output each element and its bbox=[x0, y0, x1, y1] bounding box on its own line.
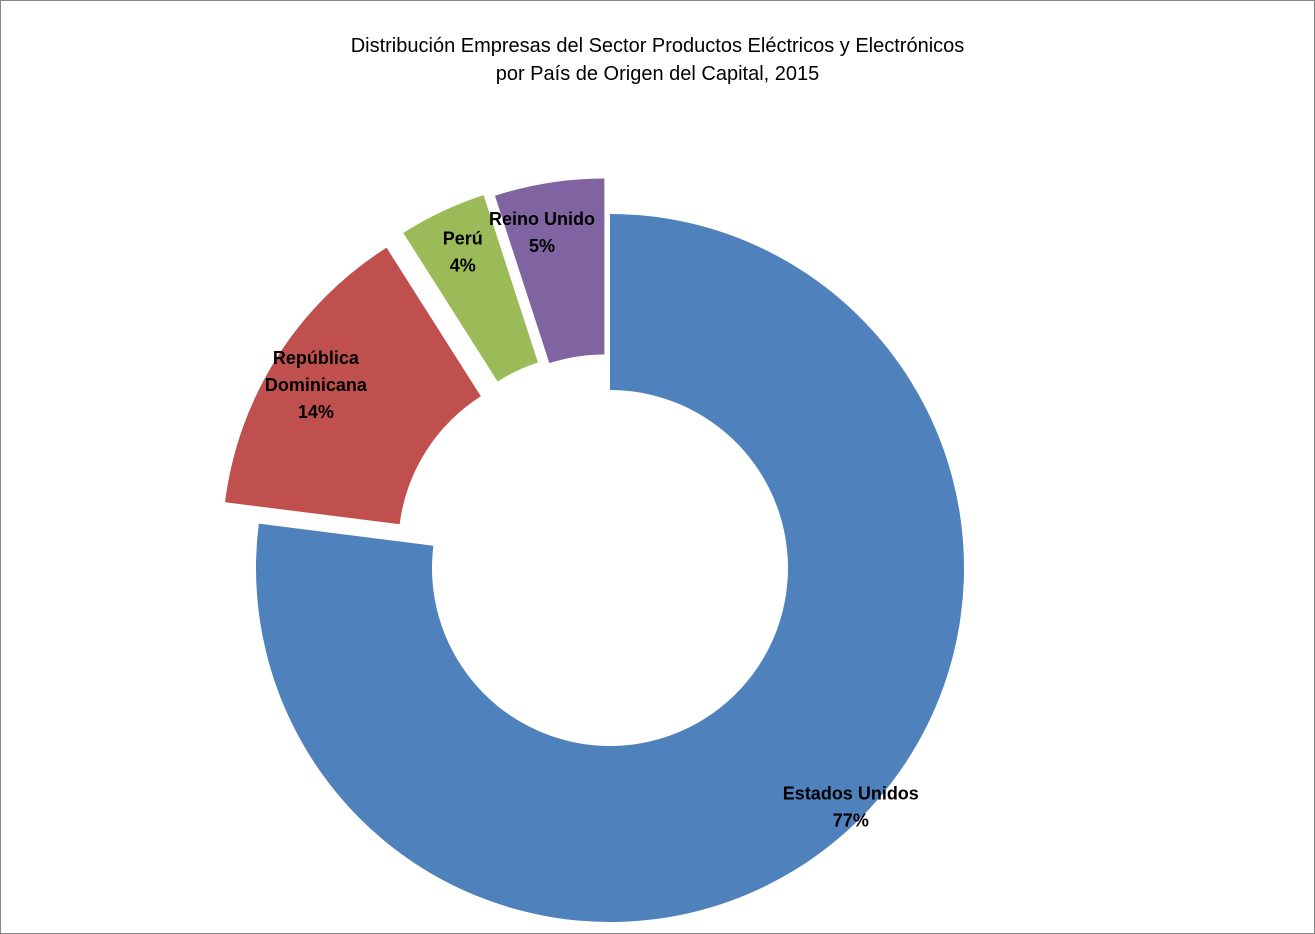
data-label-value: 4% bbox=[450, 256, 476, 276]
data-label-value: 14% bbox=[298, 402, 334, 422]
data-label-value: 5% bbox=[529, 236, 555, 256]
data-label-category: Estados Unidos bbox=[783, 784, 919, 804]
slice-estados-unidos bbox=[256, 214, 965, 922]
data-label-peru: Perú 4% bbox=[443, 229, 483, 276]
data-label-reino-unido: Reino Unido 5% bbox=[489, 209, 595, 256]
data-label-category: Perú bbox=[443, 229, 483, 249]
data-label-value: 77% bbox=[833, 811, 869, 831]
slices-group bbox=[225, 178, 965, 922]
data-label-category: República bbox=[273, 348, 360, 368]
data-label-category: Reino Unido bbox=[489, 209, 595, 229]
slice-peru bbox=[403, 195, 538, 382]
data-label-category: Dominicana bbox=[265, 375, 368, 395]
chart-title-line-1: Distribución Empresas del Sector Product… bbox=[350, 35, 965, 57]
slice-republica-dominicana bbox=[225, 247, 481, 525]
slice-reino-unido bbox=[494, 178, 605, 364]
data-label-estados-unidos: Estados Unidos 77% bbox=[783, 784, 919, 831]
chart-title-line-2: por País de Origen del Capital, 2015 bbox=[495, 63, 820, 85]
labels-group: Estados Unidos 77% República Dominicana 14% P… bbox=[265, 209, 919, 831]
data-label-republica-dominicana: República Dominicana 14% bbox=[265, 348, 368, 422]
chart-title: Distribución Empresas del Sector Product… bbox=[0, 32, 1315, 88]
